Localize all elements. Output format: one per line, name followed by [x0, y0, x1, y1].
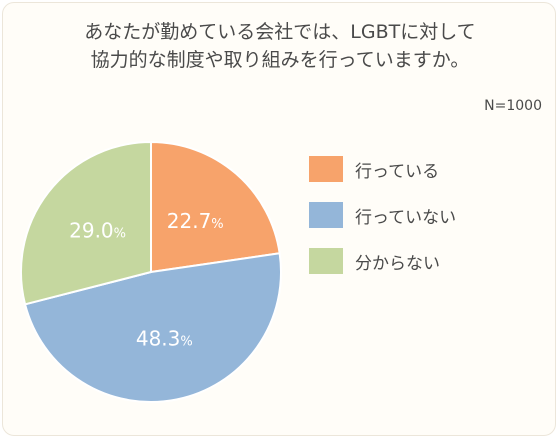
chart-title: あなたが勤めている会社では、LGBTに対して 協力的な制度や取り組みを行っていま…	[0, 18, 560, 74]
legend-swatch-unknown	[309, 248, 343, 274]
pie-slice-doing	[150, 140, 281, 274]
legend-swatch-not-doing	[309, 202, 343, 228]
sample-size-label: N=1000	[484, 98, 542, 114]
legend-swatch-doing	[309, 156, 343, 182]
legend-item-unknown: 分からない	[309, 238, 456, 284]
pie-label-not-doing: 48.3%	[136, 326, 193, 350]
legend-label-doing: 行っている	[355, 161, 440, 182]
legend-label-not-doing: 行っていない	[355, 207, 457, 228]
legend-item-not-doing: 行っていない	[309, 192, 456, 238]
pie-label-doing: 22.7%	[167, 209, 224, 233]
chart-title-line-1: あなたが勤めている会社では、LGBTに対して	[84, 21, 476, 43]
chart-title-line-2: 協力的な制度や取り組みを行っていますか。	[90, 49, 470, 71]
chart-legend: 行っている 行っていない 分からない	[309, 146, 456, 284]
pie-slice-unknown	[20, 140, 152, 306]
legend-label-unknown: 分からない	[355, 253, 440, 274]
pie-slice-not-doing	[23, 252, 282, 403]
pie-label-unknown: 29.0%	[69, 219, 126, 243]
legend-item-doing: 行っている	[309, 146, 456, 192]
